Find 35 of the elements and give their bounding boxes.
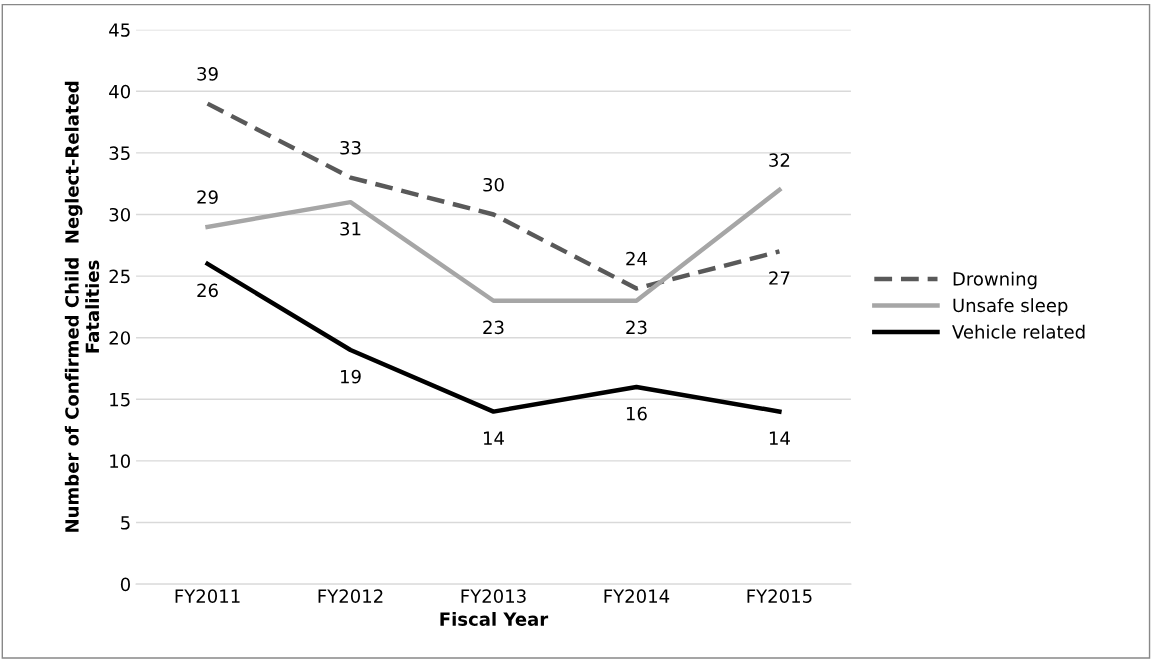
legend-label: Drowning xyxy=(953,271,1037,290)
x-tick-label: FY2014 xyxy=(604,589,670,603)
x-tick-label: FY2013 xyxy=(461,589,526,603)
y-tick-label: 40 xyxy=(109,84,130,99)
data-label: 14 xyxy=(769,431,790,445)
data-label: 29 xyxy=(197,190,218,204)
y-tick-label: 20 xyxy=(109,331,130,345)
data-label: 19 xyxy=(341,369,361,384)
data-label: 31 xyxy=(340,221,361,236)
y-tick-label: 30 xyxy=(109,207,130,222)
data-label: 14 xyxy=(483,431,504,445)
data-label: 23 xyxy=(626,320,647,335)
data-label: 33 xyxy=(340,140,361,155)
legend-label: Unsafe sleep xyxy=(953,298,1068,316)
legend-label: Vehicle related xyxy=(952,324,1085,339)
y-tick-label: 5 xyxy=(121,516,130,530)
data-label: 16 xyxy=(626,406,647,421)
y-tick-label: 45 xyxy=(109,23,130,37)
data-label: 32 xyxy=(769,153,790,167)
y-tick-label: 15 xyxy=(110,393,130,407)
x-tick-label: FY2015 xyxy=(747,589,812,603)
y-axis-title: Number of Confirmed Child Neglect-Related Fatalities xyxy=(64,81,100,532)
data-label: 23 xyxy=(483,320,504,335)
data-label: 27 xyxy=(769,271,790,285)
data-label: 26 xyxy=(197,283,218,298)
x-tick-label: FY2012 xyxy=(318,589,383,603)
data-label: 24 xyxy=(626,251,647,266)
x-tick-label: FY2011 xyxy=(175,589,240,603)
x-axis-title: Fiscal Year xyxy=(440,611,549,626)
y-tick-label: 25 xyxy=(109,269,130,284)
y-tick-label: 0 xyxy=(120,577,130,592)
data-label: 30 xyxy=(483,177,504,192)
y-tick-label: 35 xyxy=(109,146,130,161)
y-tick-label: 10 xyxy=(110,454,130,469)
data-label: 39 xyxy=(197,67,218,81)
